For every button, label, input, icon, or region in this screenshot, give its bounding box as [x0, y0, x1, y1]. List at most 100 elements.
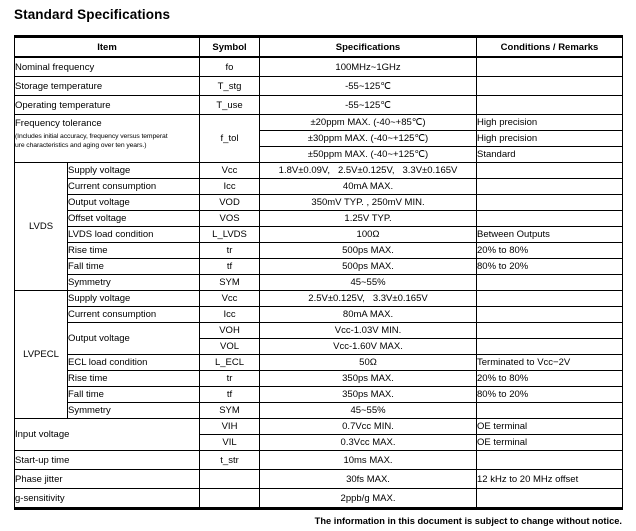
cell-freqtol-spec-1: ±20ppm MAX. (-40~+85℃) [259, 114, 478, 131]
cell-lvpecl-symmetry-spec: 45~55% [259, 402, 478, 419]
cell-lvds-output-spec: 350mV TYP. , 250mV MIN. [259, 194, 478, 211]
row-lvds-load: LVDS load condition L_LVDS 100Ω Between … [15, 226, 624, 243]
cell-lvds-fall-symbol: tf [199, 258, 261, 275]
cell-operating-symbol: T_use [199, 95, 261, 115]
cell-phase-jitter-spec: 30fs MAX. [259, 469, 478, 489]
cell-operating-spec: -55~125℃ [259, 95, 478, 115]
cell-lvds-offset-spec: 1.25V TYP. [259, 210, 478, 227]
freqtol-note-line1: (Includes initial accuracy, frequency ve… [15, 133, 168, 140]
freqtol-note: (Includes initial accuracy, frequency ve… [15, 133, 199, 150]
cell-g-sensitivity-spec: 2ppb/g MAX. [259, 488, 478, 509]
cell-startup-spec: 10ms MAX. [259, 450, 478, 470]
cell-lvpecl-load-cond: Terminated to Vcc−2V [476, 354, 624, 371]
cell-lvds-symmetry-cond [476, 274, 624, 291]
row-lvds-supply: LVDS Supply voltage Vcc 1.8V±0.09V, 2.5V… [14, 162, 624, 291]
cell-operating-cond [476, 95, 624, 115]
cell-lvds-fall-item: Fall time [66, 258, 201, 275]
cell-lvds-rise-spec: 500ps MAX. [259, 242, 478, 259]
row-lvds-current: Current consumption Icc 40mA MAX. [15, 178, 624, 195]
cell-g-sensitivity-cond [476, 488, 624, 509]
cell-operating-item: Operating temperature [13, 95, 201, 115]
cell-freqtol-item: Frequency tolerance (Includes initial ac… [13, 114, 201, 163]
cell-storage-symbol: T_stg [199, 76, 261, 96]
cell-lvpecl-current-cond [476, 306, 624, 323]
cell-lvds-supply-cond [476, 162, 624, 179]
cell-phase-jitter-symbol [199, 469, 261, 489]
row-frequency-tolerance-1: Frequency tolerance (Includes initial ac… [13, 114, 624, 163]
row-phase-jitter: Phase jitter 30fs MAX. 12 kHz to 20 MHz … [13, 469, 624, 489]
cell-lvds-symmetry-symbol: SYM [199, 274, 261, 291]
page-title: Standard Specifications [14, 7, 171, 22]
cell-lvpecl-fall-cond: 80% to 20% [476, 386, 624, 403]
row-lvpecl-fall: Fall time tf 350ps MAX. 80% to 20% [15, 386, 624, 403]
cell-lvpecl-fall-item: Fall time [66, 386, 201, 403]
cell-lvds-fall-cond: 80% to 20% [476, 258, 624, 275]
cell-lvpecl-load-spec: 50Ω [259, 354, 478, 371]
cell-lvds-group-label: LVDS [14, 162, 68, 291]
cell-phase-jitter-item: Phase jitter [13, 469, 201, 489]
cell-lvds-current-spec: 40mA MAX. [259, 178, 478, 195]
cell-lvpecl-supply-item: Supply voltage [66, 290, 201, 307]
row-lvds-output: Output voltage VOD 350mV TYP. , 250mV MI… [15, 194, 624, 211]
row-g-sensitivity: g-sensitivity 2ppb/g MAX. [13, 488, 624, 509]
cell-lvds-current-item: Current consumption [66, 178, 201, 195]
cell-lvpecl-rise-spec: 350ps MAX. [259, 370, 478, 387]
cell-lvpecl-voh-symbol: VOH [199, 322, 261, 339]
cell-freqtol-spec-3: ±50ppm MAX. (-40~+125℃) [259, 146, 478, 163]
cell-lvpecl-symmetry-cond [476, 402, 624, 419]
cell-lvds-symmetry-item: Symmetry [66, 274, 201, 291]
row-lvpecl-current: Current consumption Icc 80mA MAX. [15, 306, 624, 323]
row-input-voltage-vih: Input voltage VIH 0.7Vcc MIN. OE termina… [13, 418, 624, 451]
cell-lvds-symmetry-spec: 45~55% [259, 274, 478, 291]
cell-lvpecl-rise-cond: 20% to 80% [476, 370, 624, 387]
cell-lvpecl-supply-symbol: Vcc [199, 290, 261, 307]
cell-vil-spec: 0.3Vcc MAX. [259, 434, 478, 451]
cell-nominal-item: Nominal frequency [13, 56, 201, 77]
cell-input-voltage-item: Input voltage [13, 418, 201, 451]
cell-lvpecl-symmetry-symbol: SYM [199, 402, 261, 419]
cell-vih-cond: OE terminal [476, 418, 624, 435]
row-nominal-frequency: Nominal frequency fo 100MHz~1GHz [13, 56, 624, 77]
cell-lvds-current-symbol: Icc [199, 178, 261, 195]
cell-lvpecl-vol-symbol: VOL [199, 338, 261, 355]
row-lvpecl-load: ECL load condition L_ECL 50Ω Terminated … [15, 354, 624, 371]
cell-storage-spec: -55~125℃ [259, 76, 478, 96]
row-lvds-offset: Offset voltage VOS 1.25V TYP. [15, 210, 624, 227]
cell-lvds-load-spec: 100Ω [259, 226, 478, 243]
cell-lvpecl-vol-spec: Vcc-1.60V MAX. [259, 338, 478, 355]
cell-vih-spec: 0.7Vcc MIN. [259, 418, 478, 435]
row-frequency-tolerance-2: ±30ppm MAX. (-40~+125℃) High precision [15, 130, 624, 147]
cell-startup-cond [476, 450, 624, 470]
cell-phase-jitter-cond: 12 kHz to 20 MHz offset [476, 469, 624, 489]
cell-nominal-symbol: fo [199, 56, 261, 77]
cell-lvpecl-symmetry-item: Symmetry [66, 402, 201, 419]
cell-vih-symbol: VIH [199, 418, 261, 435]
cell-freqtol-cond-1: High precision [476, 114, 624, 131]
cell-lvds-output-item: Output voltage [66, 194, 201, 211]
cell-lvds-offset-item: Offset voltage [66, 210, 201, 227]
header-row: Item Symbol Specifications Conditions / … [13, 36, 624, 58]
cell-vil-cond: OE terminal [476, 434, 624, 451]
cell-lvpecl-current-spec: 80mA MAX. [259, 306, 478, 323]
row-lvds-fall: Fall time tf 500ps MAX. 80% to 20% [15, 258, 624, 275]
row-lvpecl-symmetry: Symmetry SYM 45~55% [15, 402, 624, 419]
cell-lvds-fall-spec: 500ps MAX. [259, 258, 478, 275]
row-frequency-tolerance-3: ±50ppm MAX. (-40~+125℃) Standard [15, 146, 624, 163]
column-header-conditions: Conditions / Remarks [476, 36, 624, 58]
cell-lvds-rise-item: Rise time [66, 242, 201, 259]
freqtol-item-label: Frequency tolerance [15, 118, 102, 129]
cell-lvpecl-load-symbol: L_ECL [199, 354, 261, 371]
cell-startup-symbol: t_str [199, 450, 261, 470]
cell-lvds-load-item: LVDS load condition [66, 226, 201, 243]
cell-lvds-rise-symbol: tr [199, 242, 261, 259]
footer-disclaimer: The information in this document is subj… [314, 516, 622, 526]
row-lvds-symmetry: Symmetry SYM 45~55% [15, 274, 624, 291]
cell-lvpecl-voh-spec: Vcc-1.03V MIN. [259, 322, 478, 339]
standard-specifications-table: Item Symbol Specifications Conditions / … [13, 35, 624, 510]
cell-freqtol-symbol: f_tol [199, 114, 261, 163]
cell-lvds-current-cond [476, 178, 624, 195]
cell-lvds-load-symbol: L_LVDS [199, 226, 261, 243]
cell-lvpecl-vol-cond [476, 338, 624, 355]
cell-lvds-rise-cond: 20% to 80% [476, 242, 624, 259]
